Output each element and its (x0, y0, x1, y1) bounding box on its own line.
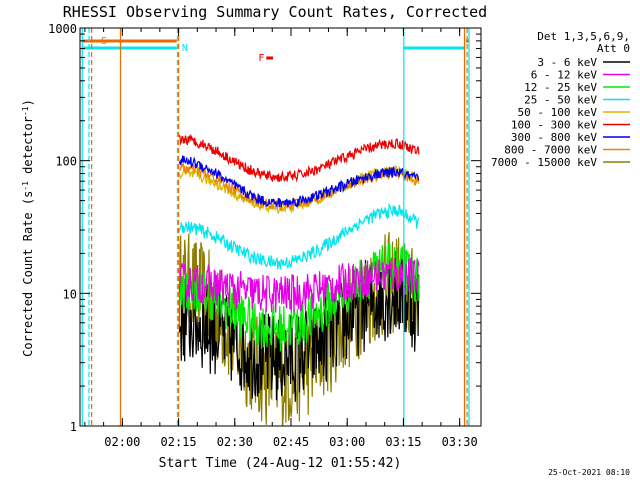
flag-label-f: F (258, 53, 264, 64)
series-line-5 (178, 133, 420, 183)
chart-title: RHESSI Observing Summary Count Rates, Co… (63, 3, 487, 21)
x-tick-label-2: 02:30 (217, 435, 253, 449)
x-tick-label-1: 02:15 (161, 435, 197, 449)
series-line-0 (178, 251, 420, 402)
x-tick-label-6: 03:30 (442, 435, 478, 449)
y-tick-label-3: 1000 (48, 22, 77, 36)
y-axis-label: Corrected Count Rate (s-1 detector-1) (21, 99, 35, 357)
overlay-layer: S N F (81, 28, 470, 426)
y-tick-label-0: 1 (70, 420, 77, 434)
x-axis-label: Start Time (24-Aug-12 01:55:42) (159, 456, 402, 471)
legend-label-7: 800 - 7000 keV (504, 144, 597, 157)
flag-label-s: S (101, 36, 107, 47)
legend-label-2: 12 - 25 keV (524, 81, 597, 94)
plot-frame (79, 27, 482, 427)
legend-label-3: 25 - 50 keV (524, 94, 597, 107)
x-tick-label-3: 02:45 (273, 435, 309, 449)
legend-label-6: 300 - 800 keV (511, 131, 597, 144)
y-tick-label-2: 100 (55, 155, 77, 169)
legend-label-4: 50 - 100 keV (518, 106, 598, 119)
legend-label-5: 100 - 300 keV (511, 119, 597, 132)
legend-label-8: 7000 - 15000 keV (491, 156, 597, 169)
legend-label-1: 6 - 12 keV (531, 69, 598, 82)
legend-label-0: 3 - 6 keV (537, 56, 597, 69)
footer-date: 25-Oct-2021 08:10 (548, 468, 630, 477)
x-tick-label-5: 03:15 (385, 435, 421, 449)
legend-header-line1: Det 1,3,5,6,9, (537, 30, 630, 43)
y-tick-label-1: 10 (63, 287, 77, 301)
series-line-6 (178, 155, 420, 208)
series-line-3 (178, 202, 420, 271)
series-line-1 (178, 257, 420, 313)
series-layer (178, 133, 420, 426)
x-tick-label-0: 02:00 (104, 435, 140, 449)
x-tick-label-4: 03:00 (329, 435, 365, 449)
flag-label-n: N (182, 43, 188, 54)
ticks-layer: 02:00 02:15 02:30 02:45 03:00 03:15 03:30 1 10 10… (48, 22, 481, 449)
legend-header-line2: Att 0 (597, 42, 630, 55)
